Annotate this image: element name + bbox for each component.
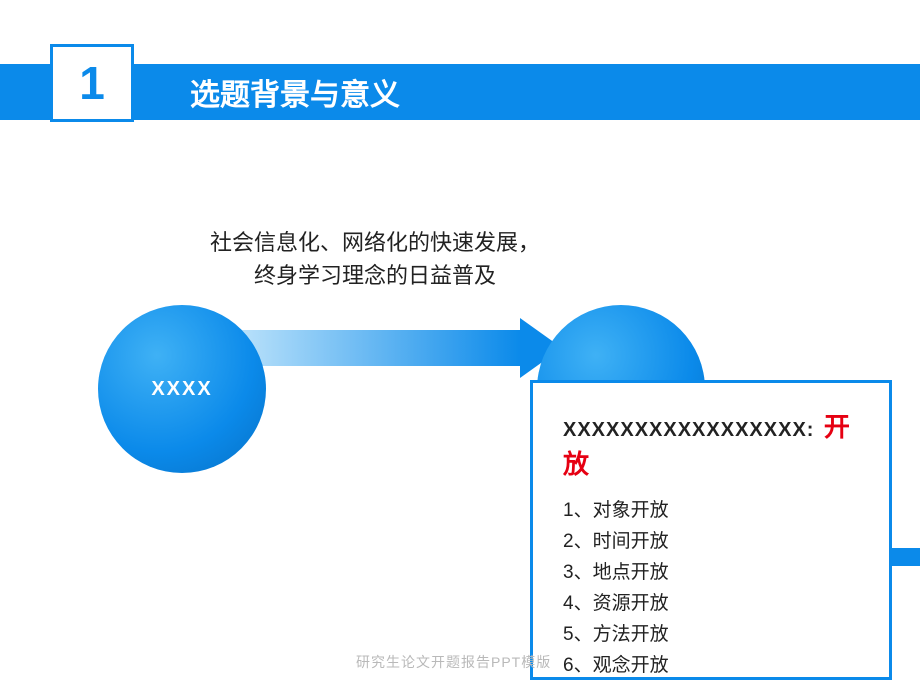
node-left: XXXX	[98, 305, 266, 473]
slide: 1 选题背景与意义 社会信息化、网络化的快速发展， 终身学习理念的日益普及 XX…	[0, 0, 920, 690]
header-bar	[0, 64, 920, 120]
node-left-label: XXXX	[151, 378, 212, 401]
right-edge-stub	[892, 548, 920, 566]
section-number-box: 1	[50, 44, 134, 122]
subtitle: 社会信息化、网络化的快速发展， 终身学习理念的日益普及	[210, 226, 540, 292]
list-item: 2、时间开放	[563, 526, 859, 553]
list-item: 1、对象开放	[563, 495, 859, 522]
arrow-body	[230, 330, 520, 366]
detail-title: XXXXXXXXXXXXXXXXX: 开放	[563, 407, 859, 481]
detail-box: XXXXXXXXXXXXXXXXX: 开放 1、对象开放 2、时间开放 3、地点…	[530, 380, 892, 680]
list-item: 4、资源开放	[563, 588, 859, 615]
list-item: 5、方法开放	[563, 619, 859, 646]
footer-text: 研究生论文开题报告PPT模版	[356, 652, 551, 672]
section-number: 1	[79, 56, 105, 110]
list-item: 3、地点开放	[563, 557, 859, 584]
detail-list: 1、对象开放 2、时间开放 3、地点开放 4、资源开放 5、方法开放 6、观念开…	[563, 495, 859, 677]
list-item: 6、观念开放	[563, 650, 859, 677]
detail-title-text: XXXXXXXXXXXXXXXXX:	[563, 419, 814, 441]
subtitle-line1: 社会信息化、网络化的快速发展，	[210, 226, 540, 259]
section-title: 选题背景与意义	[190, 70, 400, 114]
subtitle-line2: 终身学习理念的日益普及	[210, 259, 540, 292]
